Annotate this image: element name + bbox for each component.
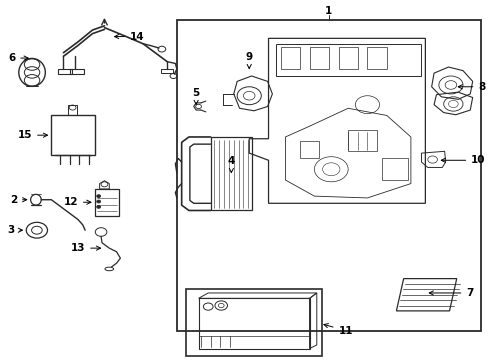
Text: 4: 4 [227,156,235,172]
Text: 5: 5 [192,87,200,104]
Text: 3: 3 [7,225,22,235]
Text: 1: 1 [325,6,332,17]
Text: 7: 7 [428,288,473,298]
Text: 11: 11 [323,324,352,336]
Text: 15: 15 [18,130,47,140]
Text: 8: 8 [457,82,485,92]
Text: 9: 9 [245,51,252,68]
Circle shape [97,195,101,198]
Text: 2: 2 [10,195,27,205]
Text: 10: 10 [440,155,485,165]
Circle shape [97,206,101,208]
Text: 12: 12 [63,197,91,207]
Text: 13: 13 [70,243,101,253]
Circle shape [97,200,101,203]
Text: 14: 14 [114,32,144,41]
Text: 6: 6 [8,53,28,63]
